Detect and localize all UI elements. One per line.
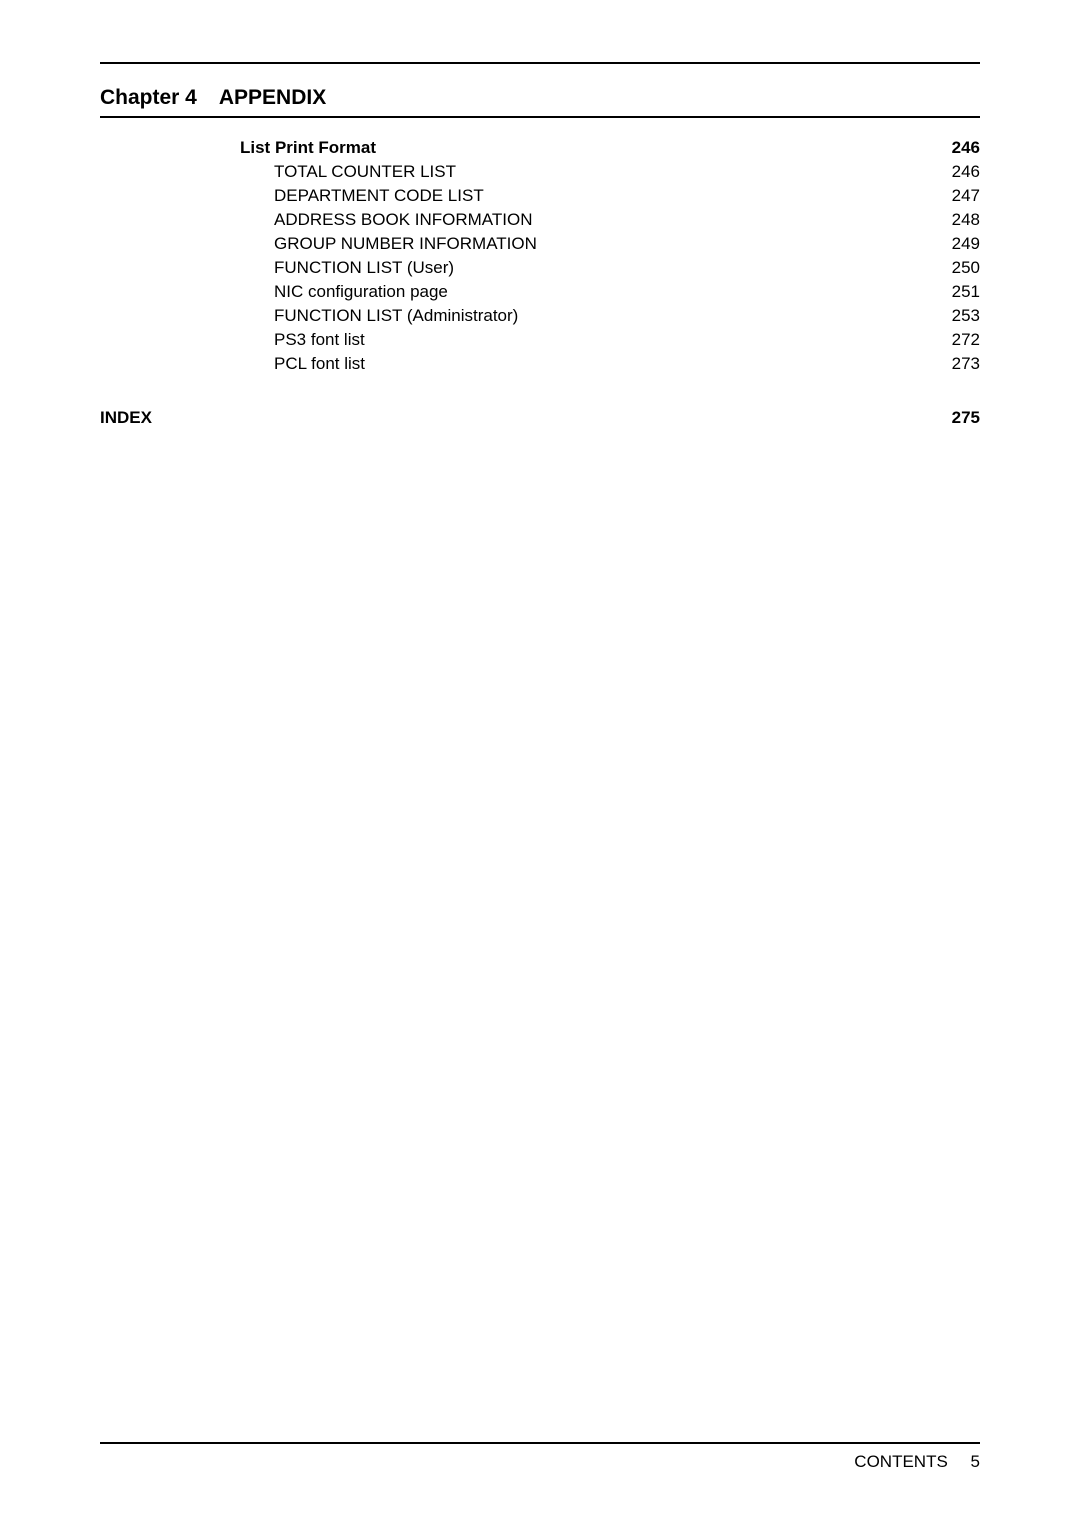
footer-label: CONTENTS xyxy=(854,1452,948,1471)
footer-text: CONTENTS 5 xyxy=(100,1452,980,1472)
toc-entry-title: List Print Format xyxy=(240,138,376,158)
toc-line: NIC configuration page 251 xyxy=(240,282,980,302)
toc-line: FUNCTION LIST (User) 250 xyxy=(240,258,980,278)
index-block: INDEX 275 xyxy=(100,408,980,428)
footer-rule xyxy=(100,1442,980,1444)
toc-entry-page: 251 xyxy=(946,282,980,302)
toc-line: ADDRESS BOOK INFORMATION 248 xyxy=(240,210,980,230)
toc-entry-page: 246 xyxy=(946,162,980,182)
top-rule xyxy=(100,62,980,64)
toc-line: GROUP NUMBER INFORMATION 249 xyxy=(240,234,980,254)
toc-line: DEPARTMENT CODE LIST 247 xyxy=(240,186,980,206)
toc-line: PS3 font list 272 xyxy=(240,330,980,350)
toc-entry-title: GROUP NUMBER INFORMATION xyxy=(240,234,537,254)
toc-line: List Print Format 246 xyxy=(240,138,980,158)
chapter-underline xyxy=(100,116,980,118)
index-line: INDEX 275 xyxy=(100,408,980,428)
toc-entry-page: 250 xyxy=(946,258,980,278)
index-title: INDEX xyxy=(100,408,152,428)
toc-entry-page: 246 xyxy=(946,138,980,158)
toc-entry-title: FUNCTION LIST (Administrator) xyxy=(240,306,518,326)
footer: CONTENTS 5 xyxy=(100,1442,980,1472)
toc-entry-page: 253 xyxy=(946,306,980,326)
toc-entry-title: NIC configuration page xyxy=(240,282,448,302)
chapter-label: Chapter 4 xyxy=(100,86,197,110)
index-page: 275 xyxy=(946,408,980,428)
toc-line: FUNCTION LIST (Administrator) 253 xyxy=(240,306,980,326)
toc-entry-title: DEPARTMENT CODE LIST xyxy=(240,186,484,206)
toc-entry-title: ADDRESS BOOK INFORMATION xyxy=(240,210,533,230)
toc-entry-page: 249 xyxy=(946,234,980,254)
footer-page: 5 xyxy=(971,1452,980,1471)
toc-entry-page: 247 xyxy=(946,186,980,206)
toc-entry-page: 248 xyxy=(946,210,980,230)
toc-line: PCL font list 273 xyxy=(240,354,980,374)
page-root: Chapter 4 APPENDIX List Print Format246T… xyxy=(0,0,1080,1528)
toc: List Print Format 246 TOTAL COUNTER LIST 24… xyxy=(240,138,980,374)
chapter-title: APPENDIX xyxy=(219,86,326,110)
toc-entry-title: PCL font list xyxy=(240,354,365,374)
toc-line: TOTAL COUNTER LIST 246 xyxy=(240,162,980,182)
toc-entry-page: 272 xyxy=(946,330,980,350)
toc-entry-page: 273 xyxy=(946,354,980,374)
toc-entry-title: TOTAL COUNTER LIST xyxy=(240,162,456,182)
toc-entry-title: PS3 font list xyxy=(240,330,365,350)
toc-entry-title: FUNCTION LIST (User) xyxy=(240,258,454,278)
chapter-heading: Chapter 4 APPENDIX xyxy=(100,86,980,110)
